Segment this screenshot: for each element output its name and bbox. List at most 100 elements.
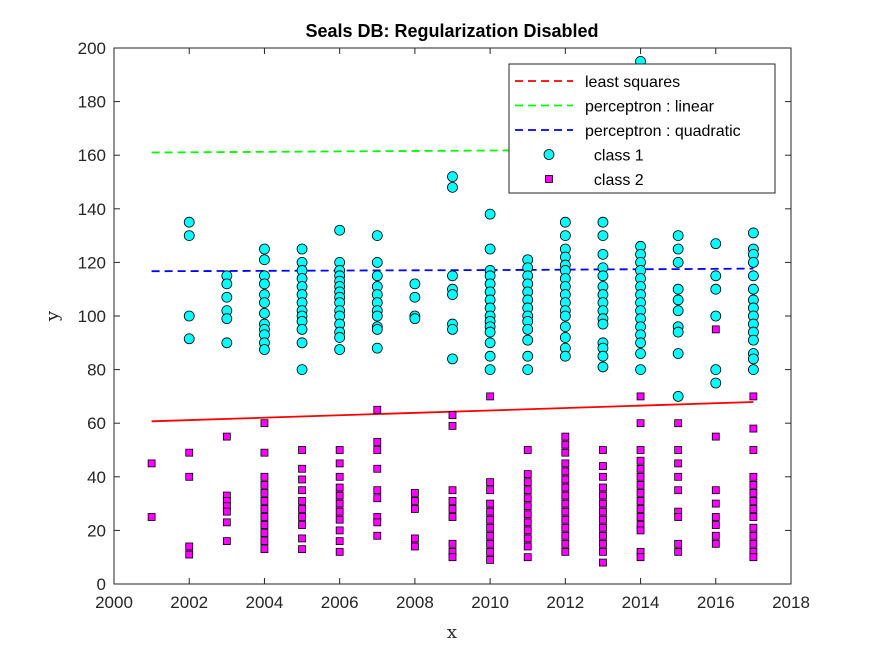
class2-point — [561, 448, 570, 457]
class2-point — [185, 472, 194, 481]
class1-point — [409, 278, 421, 290]
class2-point — [749, 553, 758, 562]
class1-point — [334, 344, 346, 355]
class1-point — [447, 171, 458, 183]
class2-point — [260, 537, 269, 546]
class2-point — [260, 505, 269, 513]
class1-point — [296, 243, 308, 255]
class2-point — [523, 494, 532, 503]
y-tick-label: 160 — [78, 146, 106, 165]
class2-point — [373, 446, 382, 454]
legend-label: least squares — [585, 74, 680, 91]
class1-point — [597, 318, 609, 330]
class2-point — [599, 547, 607, 556]
class2-point — [561, 483, 570, 492]
class1-point — [484, 350, 496, 362]
class1-point — [522, 364, 534, 376]
class2-point — [260, 521, 269, 529]
class1-point — [597, 216, 609, 228]
y-tick-label: 20 — [87, 521, 106, 540]
class2-point — [222, 432, 231, 441]
class1-point — [371, 323, 383, 335]
class2-point — [260, 497, 269, 505]
class2-point — [486, 523, 495, 532]
class2-point — [298, 475, 306, 484]
class2-point — [636, 497, 645, 505]
class2-point — [599, 491, 607, 500]
class2-point — [448, 539, 457, 548]
class1-point — [409, 291, 421, 303]
class2-point — [298, 545, 306, 554]
class2-point — [486, 486, 495, 495]
class1-point — [747, 353, 759, 365]
class2-point — [448, 411, 457, 420]
class2-point — [335, 499, 344, 508]
class2-point — [448, 486, 457, 495]
x-tick-label: 2016 — [697, 593, 735, 612]
class2-point — [674, 547, 683, 556]
class2-point — [636, 480, 645, 489]
class2-point — [561, 523, 570, 532]
legend-label: class 1 — [585, 148, 644, 165]
class2-point — [636, 513, 645, 521]
class2-point — [185, 448, 194, 457]
legend: least squares perceptron : linear perceptr… — [508, 63, 776, 194]
class1-point — [221, 291, 233, 303]
class2-point — [410, 505, 419, 513]
class2-point — [636, 553, 645, 562]
class2-point — [298, 505, 306, 513]
class1-point — [710, 270, 722, 282]
class2-point — [599, 472, 607, 481]
class2-point — [523, 502, 532, 511]
class2-point — [636, 505, 645, 513]
x-tick-label: 2018 — [772, 593, 810, 612]
class2-point — [410, 542, 419, 551]
class2-point — [674, 486, 683, 495]
class2-point — [561, 539, 570, 548]
class2-point — [636, 464, 645, 473]
legend-label: perceptron : quadratic — [585, 123, 741, 140]
class1-point — [183, 333, 195, 345]
class2-point — [749, 472, 758, 481]
class2-point — [298, 446, 306, 454]
class1-point — [747, 283, 759, 295]
class2-point — [486, 547, 495, 556]
class1-point — [672, 390, 684, 402]
class2-point — [298, 534, 306, 543]
class1-point — [597, 361, 609, 373]
class1-point — [334, 224, 346, 236]
class2-point — [410, 534, 419, 543]
class2-point — [298, 513, 306, 521]
class2-point — [749, 424, 758, 433]
class1-point — [183, 216, 195, 228]
class2-point — [373, 531, 382, 540]
y-tick-label: 200 — [78, 39, 106, 58]
class2-point — [335, 526, 344, 535]
class1-point — [221, 337, 233, 349]
class1-point — [259, 297, 270, 309]
class1-point — [635, 337, 646, 349]
y-tick-label: 0 — [97, 575, 106, 594]
x-axis-label: x — [447, 622, 457, 643]
class1-point — [259, 254, 270, 266]
class1-point — [296, 364, 308, 376]
class1-point — [710, 377, 722, 389]
legend-label: class 2 — [585, 172, 644, 189]
class1-point — [710, 310, 722, 322]
class2-point — [561, 467, 570, 476]
class2-point — [523, 446, 532, 454]
class2-point — [373, 405, 382, 414]
class1-point — [635, 348, 646, 359]
class2-point — [749, 497, 758, 505]
x-tick-label: 2008 — [396, 593, 434, 612]
class1-point — [334, 332, 346, 343]
class1-point — [597, 248, 609, 260]
x-tick-label: 2014 — [622, 593, 660, 612]
class1-point — [371, 230, 383, 242]
class2-point — [523, 518, 532, 527]
class2-point — [335, 491, 344, 500]
class2-point — [636, 526, 645, 535]
class1-point — [447, 323, 458, 335]
class1-point — [747, 227, 759, 239]
